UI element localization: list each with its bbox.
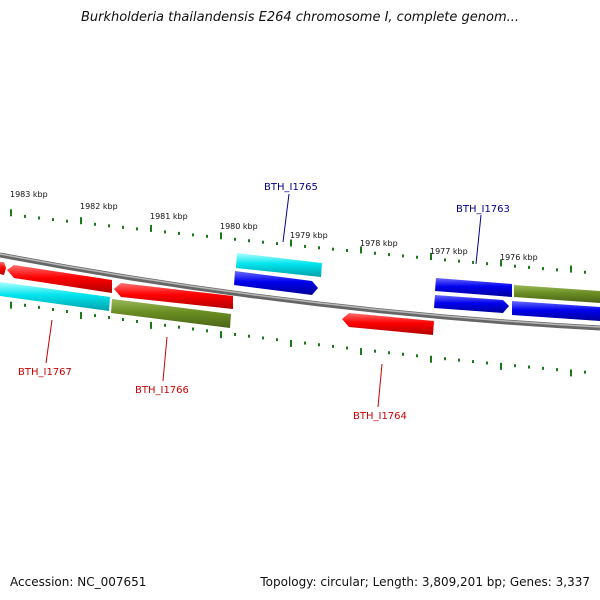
gene-label-bth-i1764[interactable]: BTH_I1764: [353, 411, 407, 422]
leader-bth-i1763: [475, 214, 482, 265]
gene-arrow-bth-i1763-blue-lower[interactable]: [434, 295, 509, 313]
leader-bth-i1767: [45, 319, 53, 364]
tick-label-1981: 1981 kbp: [150, 212, 188, 221]
gene-arrow-bth-i1765-blue[interactable]: [234, 271, 318, 295]
gene-label-bth-i1765[interactable]: BTH_I1765: [264, 182, 318, 193]
gene-bth-i1765-cyan[interactable]: [236, 253, 322, 277]
bottom-scale-ticks: [10, 301, 586, 377]
tick-label-1978: 1978 kbp: [360, 239, 398, 248]
leader-bth-i1766: [162, 336, 168, 382]
gene-bth-i1767-cyan[interactable]: [0, 282, 110, 311]
tick-label-1979: 1979 kbp: [290, 231, 328, 240]
gene-arrow-bth-i1766-upper[interactable]: [114, 283, 233, 309]
gene-blue-right-lower[interactable]: [512, 301, 600, 321]
scale-labels: 1983 kbp 1982 kbp 1981 kbp 1980 kbp 1979…: [10, 190, 538, 262]
chromosome-backbone-highlight: [0, 253, 600, 328]
gene-arrow-bth-i1767-upper[interactable]: [7, 265, 112, 293]
gene-label-bth-i1767[interactable]: BTH_I1767: [18, 367, 72, 378]
gene-olive-right-upper[interactable]: [514, 285, 600, 303]
leader-bth-i1765: [282, 193, 290, 243]
tick-label-1977: 1977 kbp: [430, 247, 468, 256]
top-scale-ticks: [10, 209, 586, 274]
label-leaders: [45, 193, 482, 408]
gene-arrow-bth-i1764-red[interactable]: [342, 313, 434, 335]
tick-label-1980: 1980 kbp: [220, 222, 258, 231]
map-title: Burkholderia thailandensis E264 chromoso…: [80, 10, 520, 25]
gene-label-bth-i1763[interactable]: BTH_I1763: [456, 204, 510, 215]
gene-bth-i1766-olive[interactable]: [111, 299, 231, 328]
gene-bth-i1763-blue-upper[interactable]: [435, 278, 512, 297]
genome-summary-text: Topology: circular; Length: 3,809,201 bp…: [260, 575, 590, 589]
gene-label-bth-i1766[interactable]: BTH_I1766: [135, 385, 189, 396]
tick-label-1982: 1982 kbp: [80, 202, 118, 211]
chromosome-backbone: [0, 252, 600, 331]
leader-bth-i1764: [377, 363, 383, 408]
accession-text: Accession: NC_007651: [10, 575, 147, 589]
tick-label-1976: 1976 kbp: [500, 253, 538, 262]
gene-arrow-bth-i1768-partial[interactable]: [0, 262, 6, 275]
tick-label-1983: 1983 kbp: [10, 190, 48, 199]
